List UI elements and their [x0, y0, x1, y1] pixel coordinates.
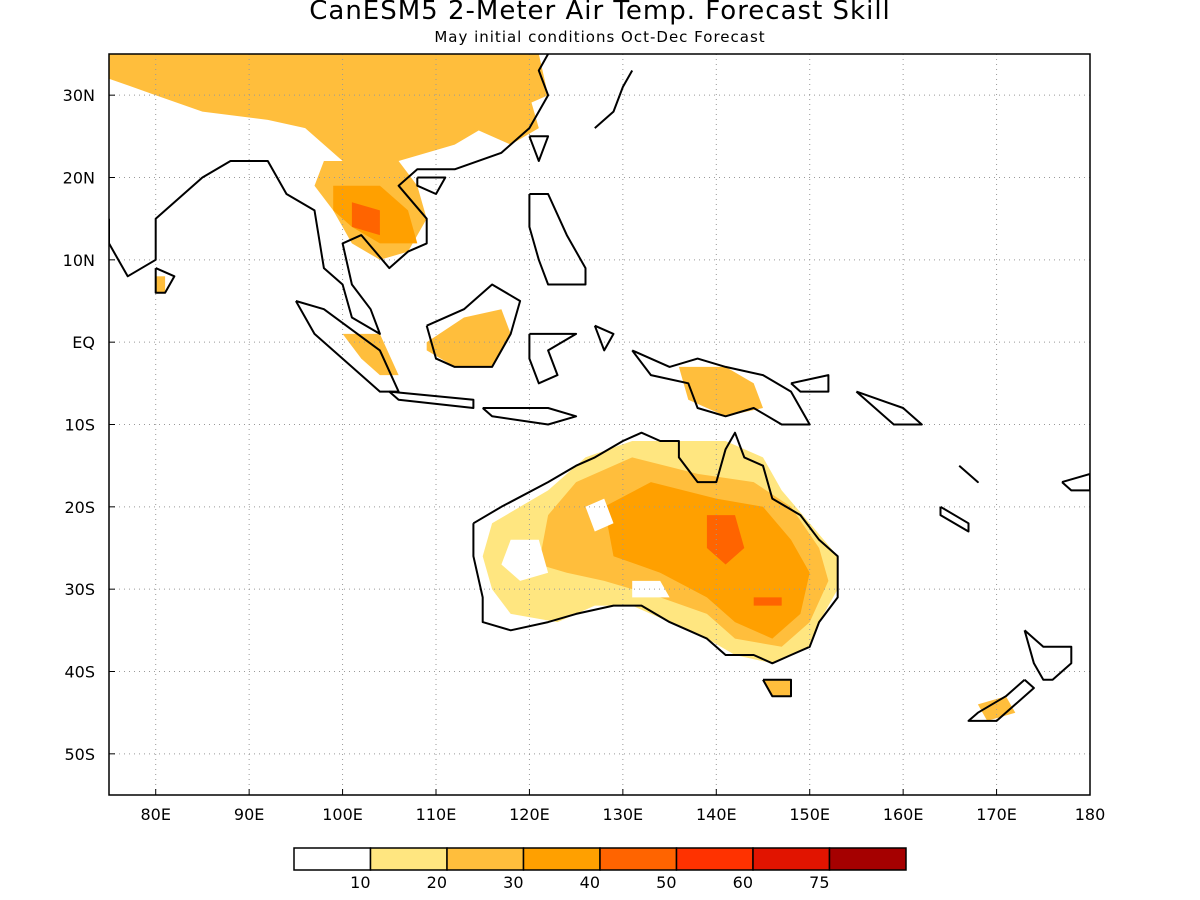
lat-tick-label: 30N — [63, 86, 95, 105]
coastline-new-britain — [790, 374, 830, 393]
skill-region-china-east-patch — [473, 95, 539, 145]
coastline-sumatra — [295, 300, 400, 393]
coastline-tasmania — [762, 678, 792, 698]
colorbar-swatch — [752, 847, 831, 871]
coastline-java — [388, 390, 475, 409]
coastline-hainan — [416, 176, 447, 195]
axis-ticks: 80E 90E 100E 110E 120E 130E 140E 150E 160E 170E 18… — [63, 86, 1106, 824]
coastline-fiji — [1061, 472, 1090, 492]
skill-region-nz-south — [977, 696, 1016, 721]
colorbar-swatch — [599, 847, 678, 871]
colorbar-swatch — [446, 847, 525, 871]
lon-tick-label: 80E — [140, 805, 170, 824]
skill-region-new-guinea — [678, 366, 763, 417]
colorbar-swatch — [828, 847, 907, 871]
lat-tick-label: 20S — [64, 498, 95, 517]
coastline-new-guinea — [631, 349, 811, 426]
lon-tick-label: 110E — [416, 805, 457, 824]
coastline-solomons — [855, 390, 923, 426]
lat-tick-label: 40S — [64, 663, 95, 682]
lat-tick-label: EQ — [72, 333, 95, 352]
colorbar-label: 10 — [350, 873, 370, 892]
colorbar-label: 40 — [580, 873, 600, 892]
colorbar-label: 30 — [503, 873, 523, 892]
lat-tick-label: 30S — [64, 580, 95, 599]
lat-tick-label: 10S — [64, 416, 95, 435]
lon-tick-label: 180 — [1075, 805, 1106, 824]
coastline-philippines — [528, 193, 587, 286]
lat-tick-label: 20N — [63, 169, 95, 188]
lon-tick-label: 140E — [696, 805, 737, 824]
skill-region-china-south — [109, 54, 549, 161]
coastline-vanuatu — [958, 464, 979, 484]
skill-region-borneo — [426, 309, 511, 367]
lon-tick-label: 170E — [976, 805, 1017, 824]
map-subtitle: May initial conditions Oct-Dec Forecast — [434, 28, 766, 46]
coastline-lesser-sunda — [482, 407, 578, 426]
coastline-taiwan — [528, 135, 550, 162]
lon-tick-label: 160E — [883, 805, 924, 824]
coastline-borneo — [425, 283, 522, 368]
lat-tick-label: 10N — [63, 251, 95, 270]
colorbar-swatch — [522, 847, 601, 871]
skill-region-indochina-peak — [351, 202, 380, 236]
coastline-sri-lanka — [154, 267, 176, 294]
colorbar-label: 50 — [656, 873, 676, 892]
lon-tick-label: 130E — [603, 805, 644, 824]
lon-tick-label: 100E — [322, 805, 363, 824]
skill-region-aus-peak-sw — [753, 597, 782, 606]
lon-tick-label: 120E — [509, 805, 550, 824]
colorbar-label: 75 — [809, 873, 829, 892]
colorbar: 10 20 30 40 50 60 75 — [293, 847, 907, 892]
lon-tick-label: 90E — [234, 805, 264, 824]
coastline-japan-ryukyu — [594, 70, 634, 129]
coastline-nz-north — [1023, 629, 1073, 681]
skill-region-aus-hole-north — [585, 498, 614, 532]
coastline-halmahera — [593, 324, 615, 352]
map-title: CanESM5 2-Meter Air Temp. Forecast Skill — [309, 0, 891, 26]
coastlines — [109, 54, 1090, 722]
lon-tick-label: 150E — [789, 805, 830, 824]
lat-tick-label: 50S — [64, 745, 95, 764]
skill-region-sumatra — [342, 333, 399, 376]
colorbar-swatch — [675, 847, 754, 871]
coastline-australia — [472, 431, 839, 665]
colorbar-label: 20 — [427, 873, 447, 892]
skill-region-aus-peak — [706, 515, 745, 565]
coastline-nz-south — [967, 678, 1035, 722]
colorbar-swatch — [369, 847, 448, 871]
coastline-new-caledonia — [939, 505, 970, 533]
skill-region-aus-hole-south — [632, 580, 670, 598]
gridlines — [109, 54, 1090, 795]
skill-region-sri-lanka — [155, 276, 166, 293]
skill-region-aus-hole-west — [501, 539, 549, 581]
colorbar-label: 60 — [733, 873, 753, 892]
coastline-sulawesi — [528, 332, 578, 385]
colorbar-swatch — [293, 847, 372, 871]
coastline-asia-mainland — [109, 54, 550, 335]
skill-fill-layer — [109, 54, 1016, 721]
